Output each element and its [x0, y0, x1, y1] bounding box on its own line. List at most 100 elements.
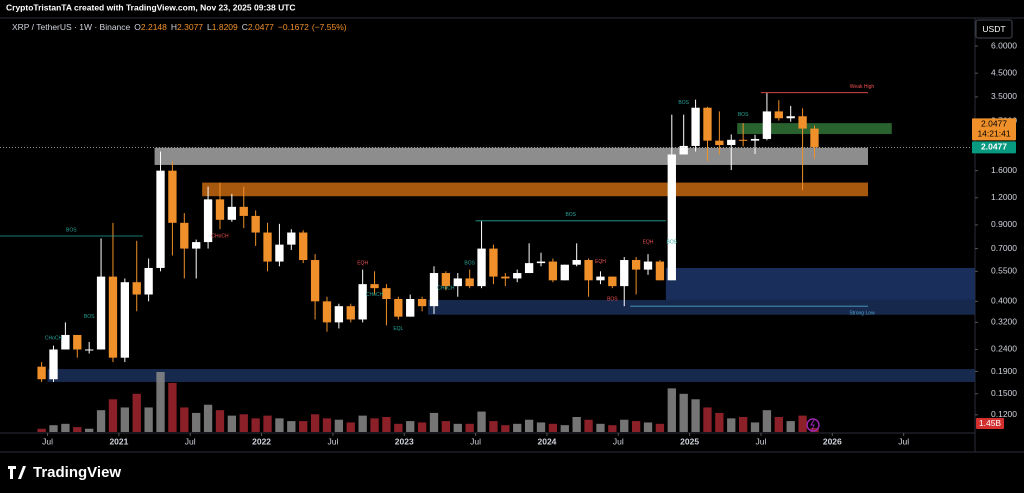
x-tick-label: 2026 [823, 436, 842, 446]
candle-body [560, 264, 569, 281]
volume-bar [346, 422, 355, 432]
candle-body [203, 199, 213, 243]
candles [37, 92, 819, 382]
volume-bar [156, 372, 165, 432]
candle-body [287, 232, 296, 245]
currency: USDT [982, 24, 1005, 34]
structure-label: BOS [464, 260, 475, 266]
alert-icon[interactable] [806, 418, 820, 432]
brand: TradingView [33, 464, 121, 481]
ohlc-value: 2.0477 [248, 22, 274, 32]
volume [37, 372, 819, 432]
volume-bar [85, 428, 94, 432]
structure-label: BOS [565, 212, 576, 218]
volume-bar [453, 423, 462, 432]
volume-bar [715, 412, 724, 432]
structure-label: CHoCH [437, 285, 455, 291]
volume-bar [108, 399, 118, 432]
candle-body [786, 116, 795, 119]
volume-bar [299, 421, 308, 432]
volume-bar [501, 425, 510, 432]
volume-bar [679, 393, 688, 432]
symbol-line: XRP / TetherUS · 1W · Binance O2.2148 H2.3… [12, 22, 347, 32]
candle-body [798, 116, 807, 129]
countdown-price: 2.0477 [981, 119, 1007, 129]
last-price-label: 2.0477 [981, 142, 1007, 152]
volume-bar [73, 427, 82, 432]
candle-body [96, 276, 106, 350]
zone [154, 147, 868, 165]
candle-body [358, 284, 367, 320]
candle-body [215, 199, 225, 220]
candle-body [453, 278, 462, 287]
volume-bar [263, 415, 272, 432]
x-tick-label: Jul [185, 436, 196, 446]
volume-bar [192, 412, 201, 432]
candle-body [322, 301, 332, 323]
volume-bar [429, 412, 439, 432]
candle-body [417, 299, 427, 307]
volume-bar [620, 419, 629, 432]
candle-body [750, 138, 760, 141]
volume-bar [322, 418, 332, 432]
volume-bar [477, 411, 486, 432]
volume-bar [572, 417, 581, 432]
volume-bar [144, 407, 153, 432]
volume-bar [370, 418, 379, 432]
candle-body [132, 282, 141, 295]
axes: 0.1200 0.1500 0.1900 0.2400 0.3200 0.4000 0.55… [42, 40, 1017, 446]
candle-body [596, 276, 605, 281]
ohlc-letter: O [134, 22, 141, 32]
candle-body [774, 111, 783, 119]
candle-body [465, 278, 474, 287]
volume-bar [631, 421, 641, 432]
x-tick-label: 2024 [537, 436, 556, 446]
ohlc-letter: H [171, 22, 177, 32]
zone [47, 369, 975, 382]
volume-bar [417, 422, 427, 432]
y-tick-label: 3.5000 [991, 91, 1017, 101]
ohlc-value: 1.8209 [212, 22, 238, 32]
countdown-box [972, 118, 1016, 141]
symbol: XRP / TetherUS · 1W · Binance [12, 22, 131, 32]
volume-bar [227, 415, 237, 432]
candle-body [584, 260, 593, 281]
x-tick-label: 2021 [109, 436, 128, 446]
candle-body [727, 139, 736, 146]
candle-body [275, 244, 284, 262]
volume-bar [810, 428, 819, 432]
x-tick-label: Jul [613, 436, 624, 446]
logo: TradingView [8, 464, 121, 481]
candle-body [156, 170, 165, 268]
y-tick-label: 1.6000 [991, 165, 1017, 175]
x-tick-label: 2025 [680, 436, 699, 446]
candle-body [120, 282, 130, 358]
x-tick-label: 2023 [395, 436, 414, 446]
x-tick-label: Jul [42, 436, 53, 446]
candle-body [180, 222, 189, 249]
candle-body [667, 154, 676, 281]
candle-body [513, 273, 522, 279]
volume-bar [358, 415, 367, 432]
ohlc-value: 2.3077 [177, 22, 203, 32]
zone [202, 182, 868, 197]
volume-bar [132, 393, 141, 432]
candle-body [263, 232, 272, 262]
volume-bar [667, 388, 676, 432]
zone [665, 267, 975, 300]
candle-body [620, 260, 629, 287]
candle-body [370, 284, 379, 289]
structure-label: CHoCH [366, 292, 384, 298]
candle-body [239, 206, 248, 216]
volume-bar [37, 428, 46, 432]
y-tick-label: 0.7000 [991, 243, 1017, 253]
volume-label: 1.45B [979, 418, 1002, 428]
y-tick-label: 0.1900 [991, 366, 1017, 376]
volume-bar [703, 407, 712, 432]
candle-body [49, 349, 58, 380]
volume-bar [120, 407, 130, 432]
volume-bar [180, 407, 189, 432]
volume-bar [536, 422, 546, 432]
last-price-box [972, 141, 1016, 154]
